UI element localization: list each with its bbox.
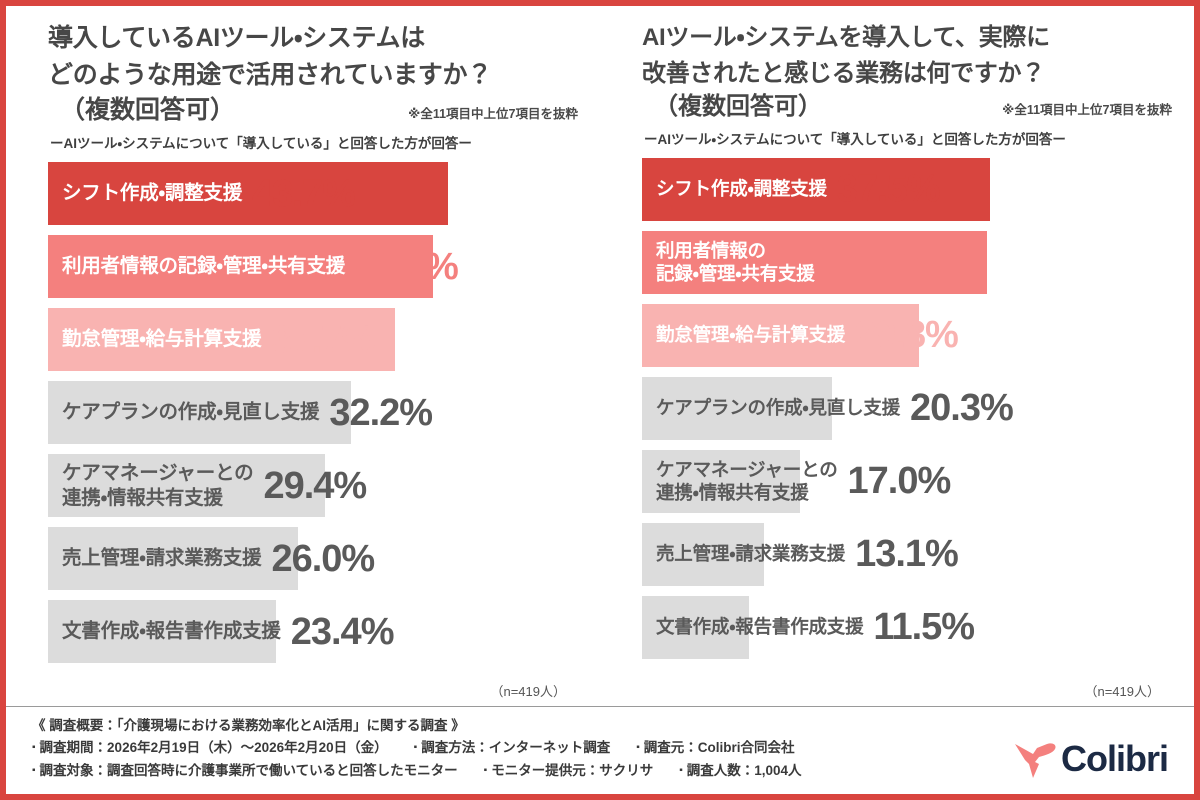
panel-right-title: AIツール・システムを導入して、実際に 改善されたと感じる業務は何ですか？ — [642, 24, 1050, 87]
bar-category-label: 文書作成・報告書作成支援 — [656, 616, 864, 638]
panel-left-title-last: （複数回答可） — [60, 96, 236, 124]
bullet-icon: ▪ — [483, 764, 488, 776]
bullet-icon: ▪ — [413, 742, 418, 754]
bar-category-label: 文書作成・報告書作成支援 — [62, 620, 281, 643]
bar-category-label: シフト作成・調整支援 — [656, 178, 827, 200]
bullet-icon: ▪ — [32, 742, 36, 754]
bar-value-label: 37.7% — [271, 318, 375, 361]
bar-row: ケアプランの作成・見直し支援 32.2% — [48, 381, 578, 444]
footer-item: ▪ 調査期間：2026年2月19日（木）〜2026年2月20日（金） — [32, 740, 388, 756]
bar-fill — [642, 595, 749, 659]
bar-category-label: 利用者情報の記録・管理・共有支援 — [62, 255, 346, 278]
bullet-icon: ▪ — [679, 764, 683, 776]
panel-left: 導入しているAIツール・システムは どのような用途で活用されていますか？ （複数… — [6, 6, 600, 706]
bar-row: 利用者情報の記録・管理・共有支援 41.5% — [48, 235, 578, 298]
bar-fill — [48, 600, 276, 663]
bar-row: シフト作成・調整支援 37.5% — [642, 157, 1172, 221]
bar-value-label: 11.5% — [873, 606, 975, 649]
bar-row: ケアマネージャーとの 連携・情報共有支援 29.4% — [48, 454, 578, 517]
bar-value-label: 41.5% — [355, 245, 459, 288]
hummingbird-icon — [1015, 743, 1056, 778]
bar-row: ケアプランの作成・見直し支援 20.3% — [642, 376, 1172, 440]
bar-category-label: ケアマネージャーとの 連携・情報共有支援 — [62, 462, 254, 509]
footer-item: ▪ 調査対象：調査回答時に介護事業所で働いていると回答したモニター — [32, 762, 458, 778]
bar-fill — [48, 527, 298, 590]
panel-right-chart: シフト作成・調整支援 37.5% 利用者情報の 記録・管理・共有支援 37.2% 勤怠管… — [642, 157, 1172, 659]
bar-category-label: シフト作成・調整支援 — [62, 182, 243, 205]
bar-fill — [642, 449, 800, 513]
footer-item: ▪ 調査元：Colibri合同会社 — [636, 740, 795, 756]
bar-fill — [48, 235, 433, 298]
bar-category-label: ケアプランの作成・見直し支援 — [656, 397, 900, 419]
panel-right-title-last: （複数回答可） — [654, 93, 822, 121]
bar-value-label: 17.0% — [847, 460, 952, 503]
footer-overview: 《 調査概要：「介護現場における業務効率化とAI活用」に関する調査 》 — [32, 718, 465, 733]
bar-fill — [642, 376, 832, 440]
panel-right-excerpt-note: ※全11項目中上位7項目を抜粋 — [1002, 102, 1172, 117]
bar-value-label: 32.2% — [329, 391, 433, 434]
bar-value-label: 29.4% — [263, 464, 367, 507]
bar-row: ケアマネージャーとの 連携・情報共有支援 17.0% — [642, 449, 1172, 513]
panel-left-title-row: （複数回答可） ※全11項目中上位7項目を抜粋 — [48, 92, 578, 129]
bar-value-label: 20.3% — [910, 387, 1014, 430]
footer-item: ▪ 調査人数：1,004人 — [679, 762, 802, 778]
bar-row: 勤怠管理・給与計算支援 29.8% — [642, 303, 1172, 367]
bullet-icon: ▪ — [32, 764, 36, 776]
footer-item: ▪ 調査方法：インターネット調査 — [413, 740, 611, 756]
bar-row: 勤怠管理・給与計算支援 37.7% — [48, 308, 578, 371]
bar-category-label: 売上管理・請求業務支援 — [656, 543, 846, 565]
panel-right-n-note: （n=419人） — [1084, 684, 1160, 699]
panel-right-respondent-note: ーAIツール・システムについて「導入している」と回答した方が回答ー — [644, 131, 1066, 147]
footer: 《 調査概要：「介護現場における業務効率化とAI活用」に関する調査 》 ▪ 調査期… — [6, 706, 1194, 794]
bar-value-label: 23.4% — [290, 610, 395, 653]
panel-left-excerpt-note: ※全11項目中上位7項目を抜粋 — [408, 107, 578, 121]
bar-category-label: 勤怠管理・給与計算支援 — [62, 328, 262, 351]
bar-fill — [642, 303, 919, 367]
bar-row: 利用者情報の 記録・管理・共有支援 37.2% — [642, 230, 1172, 294]
bar-row: 文書作成・報告書作成支援 11.5% — [642, 595, 1172, 659]
bar-fill — [48, 381, 351, 444]
bar-fill — [48, 308, 395, 371]
bar-fill — [642, 157, 990, 221]
bar-row: 売上管理・請求業務支援 13.1% — [642, 522, 1172, 586]
bar-fill — [642, 522, 764, 586]
panels-container: 導入しているAIツール・システムは どのような用途で活用されていますか？ （複数… — [6, 6, 1194, 706]
bar-row: シフト作成・調整支援 43.7% — [48, 162, 578, 225]
bullet-icon: ▪ — [636, 742, 640, 754]
panel-right: AIツール・システムを導入して、実際に 改善されたと感じる業務は何ですか？ （複… — [600, 6, 1194, 706]
bar-value-label: 37.2% — [824, 241, 929, 284]
bar-value-label: 26.0% — [271, 537, 375, 580]
panel-left-title: 導入しているAIツール・システムは どのような用途で活用されていますか？ — [48, 24, 492, 89]
bar-category-label: 売上管理・請求業務支援 — [62, 547, 262, 570]
bar-value-label: 37.5% — [836, 168, 941, 211]
bar-category-label: ケアプランの作成・見直し支援 — [62, 401, 320, 424]
bar-row: 文書作成・報告書作成支援 23.4% — [48, 600, 578, 663]
footer-row-2: ▪ 調査対象：調査回答時に介護事業所で働いていると回答したモニター ▪ モニター提供元… — [32, 760, 1194, 782]
bar-category-label: ケアマネージャーとの 連携・情報共有支援 — [656, 458, 838, 504]
colibri-logo: Colibri — [1013, 738, 1169, 780]
panel-right-title-row: （複数回答可） ※全11項目中上位7項目を抜粋 — [642, 89, 1172, 125]
bar-row: 売上管理・請求業務支援 26.0% — [48, 527, 578, 590]
colibri-logo-text: Colibri — [1061, 738, 1169, 779]
panel-left-chart: シフト作成・調整支援 43.7% 利用者情報の記録・管理・共有支援 41.5% 勤怠管理… — [48, 162, 578, 663]
bar-category-label: 利用者情報の 記録・管理・共有支援 — [656, 239, 815, 285]
bar-value-label: 43.7% — [252, 172, 356, 215]
footer-item: ▪ モニター提供元：サクリサ — [483, 762, 654, 778]
bar-category-label: 勤怠管理・給与計算支援 — [656, 324, 846, 346]
bar-fill — [642, 230, 987, 294]
panel-left-respondent-note: ーAIツール・システムについて「導入している」と回答した方が回答ー — [50, 136, 472, 151]
bar-value-label: 29.8% — [855, 314, 959, 357]
bar-fill — [48, 162, 448, 225]
panel-left-n-note: （n=419人） — [490, 684, 566, 699]
bar-value-label: 13.1% — [855, 533, 959, 576]
bar-fill — [48, 454, 325, 517]
footer-row-1: ▪ 調査期間：2026年2月19日（木）〜2026年2月20日（金） ▪ 調査方法：イ… — [32, 737, 1194, 759]
